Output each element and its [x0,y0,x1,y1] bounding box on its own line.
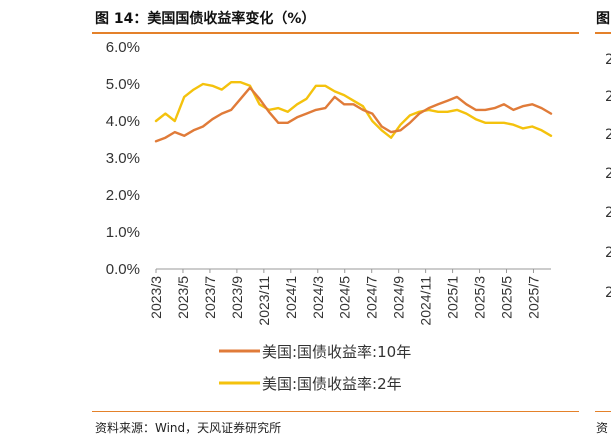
y-tick-label: 1.0% [106,224,140,241]
legend-label: 美国:国债收益率:10年 [262,343,411,361]
legend-label: 美国:国债收益率:2年 [262,375,402,393]
x-tick-label: 2025/3 [472,276,488,319]
right-panel-tick: 2 [605,245,611,261]
series-line-2y [154,80,553,139]
y-axis: 0.0% 1.0% 2.0% 3.0% 4.0% 5.0% 6.0% [106,39,140,278]
x-tick-label: 2023/5 [175,276,191,319]
figure-title: 图 14：美国国债收益率变化（%） [95,11,316,27]
x-tick-label: 2024/5 [337,276,353,319]
right-panel-source-rule [595,411,611,412]
right-panel-tick: 2 [605,89,611,105]
right-panel-tick: 2 [605,205,611,221]
series-group [154,80,553,143]
source-rule [92,411,579,412]
series-line-10y [154,86,553,143]
x-tick-label: 2023/7 [202,276,218,319]
right-panel-tick: 2 [605,127,611,143]
x-tick-label: 2023/11 [256,276,272,326]
x-tick-label: 2024/3 [310,276,326,319]
right-panel-source: 资 [596,421,609,435]
y-tick-label: 4.0% [106,113,140,130]
y-tick-label: 0.0% [106,261,140,278]
x-tick-label: 2023/3 [148,276,164,319]
x-tick-label: 2025/1 [445,276,461,319]
right-panel-title: 图 [596,11,610,27]
x-tick-label: 2024/1 [283,276,299,319]
y-tick-label: 3.0% [106,150,140,167]
x-tick-label: 2024/11 [418,276,434,326]
right-panel-tick: 2 [605,52,611,68]
x-tick-label: 2023/9 [229,276,245,319]
x-tick-label: 2024/7 [364,276,380,319]
y-tick-label: 6.0% [106,39,140,56]
right-panel-title-rule [595,32,611,34]
right-panel-tick: 2 [605,166,611,182]
x-tick-label: 2025/7 [525,276,541,319]
y-tick-label: 2.0% [106,187,140,204]
title-rule [92,32,579,34]
x-axis: 2023/3 2023/5 2023/7 2023/9 2023/11 2024/1 202… [148,268,551,326]
right-panel-tick: 2 [605,285,611,301]
x-tick-label: 2024/9 [391,276,407,319]
y-tick-label: 5.0% [106,76,140,93]
x-tick-label: 2025/5 [499,276,515,319]
source-note: 资料来源：Wind，天风证券研究所 [95,421,282,435]
